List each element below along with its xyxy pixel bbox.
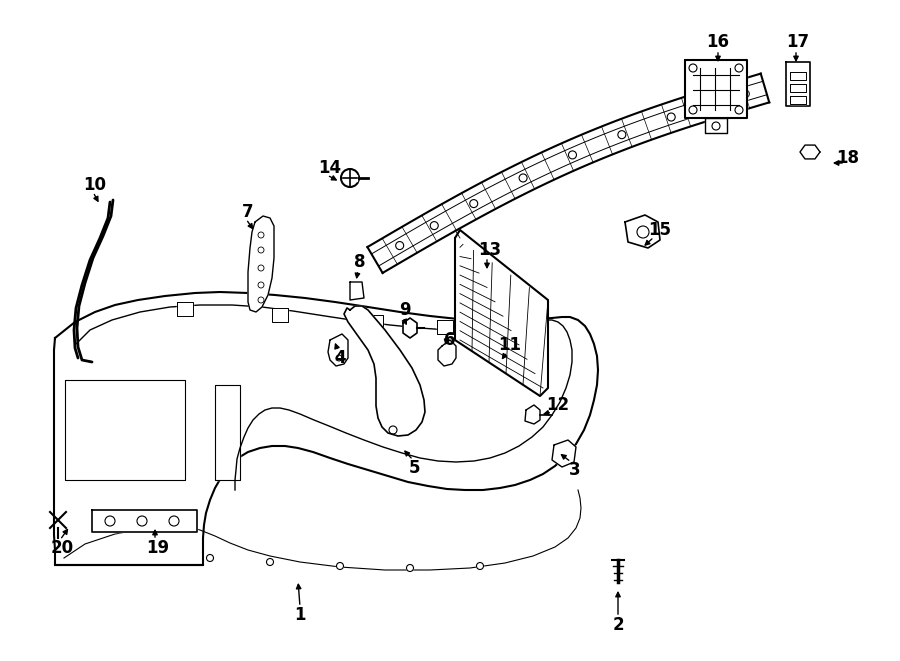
Circle shape	[266, 559, 274, 566]
Text: 20: 20	[50, 539, 74, 557]
Text: 16: 16	[706, 33, 730, 51]
Polygon shape	[455, 230, 548, 396]
Polygon shape	[367, 315, 383, 329]
Polygon shape	[54, 292, 598, 565]
Text: 5: 5	[410, 459, 421, 477]
Text: 7: 7	[242, 203, 254, 221]
Polygon shape	[65, 380, 185, 480]
Text: 14: 14	[319, 159, 342, 177]
Text: 1: 1	[294, 606, 306, 624]
Polygon shape	[328, 334, 348, 366]
Polygon shape	[343, 175, 357, 181]
Text: 8: 8	[355, 253, 365, 271]
Polygon shape	[92, 510, 197, 532]
Text: 11: 11	[499, 336, 521, 354]
Polygon shape	[790, 96, 806, 104]
Text: 4: 4	[334, 349, 346, 367]
Text: 10: 10	[84, 176, 106, 194]
Polygon shape	[790, 84, 806, 92]
Circle shape	[206, 555, 213, 561]
Polygon shape	[177, 302, 193, 316]
Circle shape	[407, 564, 413, 572]
Text: 19: 19	[147, 539, 169, 557]
Polygon shape	[790, 72, 806, 80]
Polygon shape	[403, 318, 417, 338]
Polygon shape	[786, 62, 810, 106]
Polygon shape	[272, 308, 288, 322]
Text: 17: 17	[787, 33, 810, 51]
Text: 6: 6	[445, 331, 455, 349]
Polygon shape	[350, 282, 364, 300]
Text: 9: 9	[400, 301, 410, 319]
Circle shape	[476, 563, 483, 570]
Polygon shape	[344, 306, 425, 436]
Polygon shape	[685, 60, 747, 118]
Text: 18: 18	[836, 149, 860, 167]
Polygon shape	[215, 385, 240, 480]
Polygon shape	[438, 340, 456, 366]
Polygon shape	[705, 118, 727, 133]
Text: 13: 13	[479, 241, 501, 259]
Text: 15: 15	[649, 221, 671, 239]
Polygon shape	[625, 215, 660, 248]
Polygon shape	[525, 405, 540, 424]
Circle shape	[337, 563, 344, 570]
Polygon shape	[800, 145, 820, 159]
Polygon shape	[437, 320, 453, 334]
Polygon shape	[248, 216, 274, 312]
Polygon shape	[367, 73, 770, 273]
Text: 2: 2	[612, 616, 624, 634]
Text: 3: 3	[569, 461, 580, 479]
Text: 12: 12	[546, 396, 570, 414]
Polygon shape	[552, 440, 576, 467]
